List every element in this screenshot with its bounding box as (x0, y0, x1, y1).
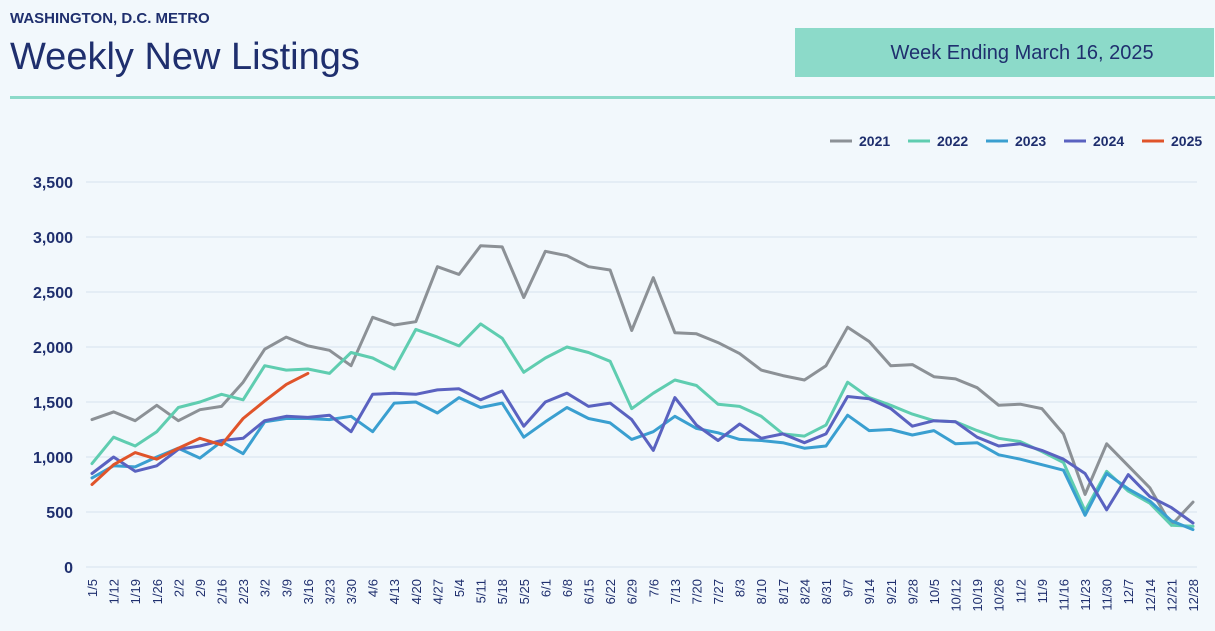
series-line (90, 396, 1195, 532)
y-tick-label: 1,500 (33, 395, 73, 412)
legend-label: 2025 (1171, 133, 1202, 149)
y-tick-label: 3,500 (33, 175, 73, 192)
series-line (90, 244, 1195, 527)
x-tick-label: 3/9 (279, 579, 294, 597)
x-tick-label: 2/23 (236, 579, 251, 604)
x-tick-label: 6/15 (582, 579, 597, 604)
series-line (90, 387, 1195, 525)
x-tick-label: 8/24 (797, 579, 812, 604)
x-tick-label: 2/16 (215, 579, 230, 604)
x-tick-label: 11/16 (1056, 579, 1071, 611)
y-tick-label: 1,000 (33, 450, 73, 467)
x-tick-label: 1/12 (107, 579, 122, 604)
x-tick-label: 6/22 (603, 579, 618, 604)
x-tick-label: 1/5 (85, 579, 100, 597)
x-tick-label: 3/30 (344, 579, 359, 604)
x-tick-label: 12/21 (1164, 579, 1179, 612)
x-tick-label: 8/10 (754, 579, 769, 604)
legend-label: 2022 (937, 133, 968, 149)
x-tick-label: 12/28 (1186, 579, 1201, 612)
x-tick-label: 4/13 (387, 579, 402, 604)
x-tick-label: 1/19 (128, 579, 143, 604)
x-tick-label: 6/1 (538, 579, 553, 597)
header-rule (10, 96, 1215, 99)
x-tick-label: 4/6 (366, 579, 381, 597)
x-tick-label: 7/13 (668, 579, 683, 604)
x-tick-label: 4/27 (430, 579, 445, 604)
x-tick-label: 12/7 (1121, 579, 1136, 604)
x-tick-label: 10/12 (949, 579, 964, 612)
x-tick-label: 10/26 (992, 579, 1007, 612)
x-tick-label: 6/29 (625, 579, 640, 604)
x-tick-label: 9/14 (862, 579, 877, 604)
x-tick-label: 9/28 (905, 579, 920, 604)
series-line (90, 322, 1195, 528)
x-tick-label: 10/5 (927, 579, 942, 604)
legend-label: 2024 (1093, 133, 1124, 149)
x-tick-label: 5/18 (495, 579, 510, 604)
x-tick-label: 5/11 (474, 579, 489, 603)
x-tick-label: 5/4 (452, 579, 467, 597)
x-tick-label: 7/27 (711, 579, 726, 604)
y-tick-label: 3,000 (33, 230, 73, 247)
x-tick-label: 8/17 (776, 579, 791, 604)
x-tick-label: 5/25 (517, 579, 532, 604)
legend-label: 2023 (1015, 133, 1046, 149)
x-tick-label: 3/16 (301, 579, 316, 604)
y-tick-label: 2,500 (33, 285, 73, 302)
page-title: Weekly New Listings (10, 36, 360, 78)
x-tick-label: 7/20 (689, 579, 704, 604)
x-tick-label: 4/20 (409, 579, 424, 604)
x-tick-label: 2/2 (171, 579, 186, 597)
x-tick-label: 6/8 (560, 579, 575, 597)
x-tick-label: 8/31 (819, 579, 834, 604)
y-tick-label: 0 (64, 560, 73, 577)
legend-label: 2021 (859, 133, 890, 149)
y-tick-label: 2,000 (33, 340, 73, 357)
x-tick-label: 3/23 (322, 579, 337, 604)
x-tick-label: 12/14 (1143, 579, 1158, 612)
x-tick-label: 2/9 (193, 579, 208, 597)
region-label: WASHINGTON, D.C. METRO (10, 10, 210, 27)
x-tick-label: 1/26 (150, 579, 165, 604)
x-tick-label: 11/2 (1013, 579, 1028, 603)
series-line (90, 371, 310, 486)
x-tick-label: 3/2 (258, 579, 273, 597)
x-tick-label: 9/21 (884, 579, 899, 604)
x-tick-label: 9/7 (841, 579, 856, 597)
x-tick-label: 11/9 (1035, 579, 1050, 603)
x-tick-label: 10/19 (970, 579, 985, 612)
x-tick-label: 7/6 (646, 579, 661, 597)
week-box (795, 28, 1214, 77)
y-tick-label: 500 (46, 505, 73, 522)
week-ending: Week Ending March 16, 2025 (890, 42, 1153, 64)
x-tick-label: 11/23 (1078, 579, 1093, 611)
x-tick-label: 8/3 (733, 579, 748, 597)
x-tick-label: 11/30 (1100, 579, 1115, 611)
